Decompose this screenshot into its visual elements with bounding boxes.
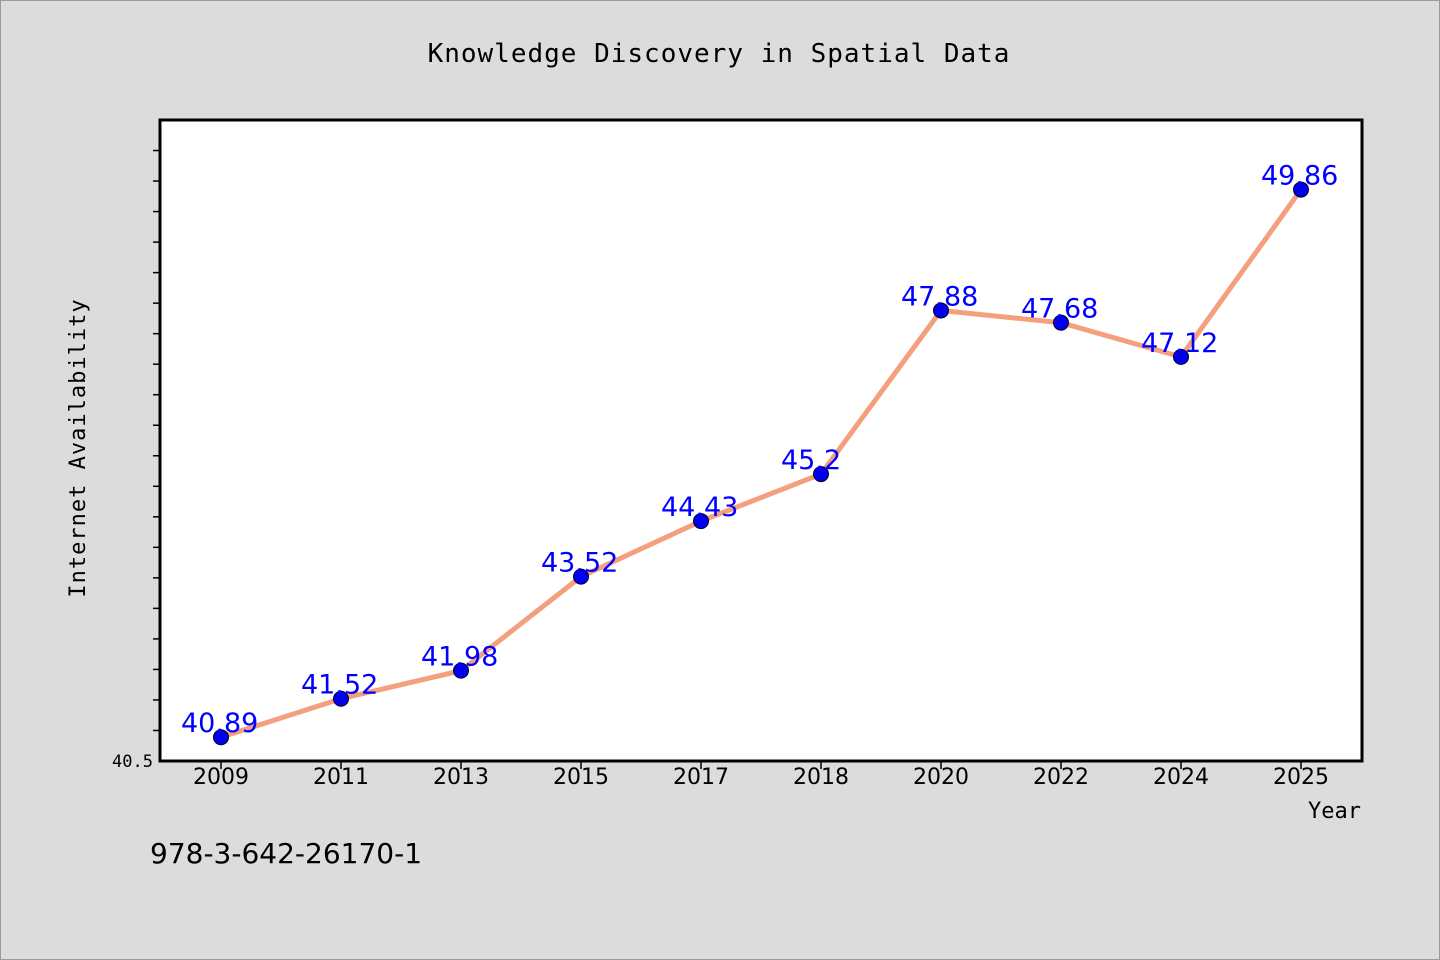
x-tick-label: 2022 (1033, 765, 1089, 790)
data-label: 43.52 (541, 548, 618, 579)
data-label: 45.2 (781, 445, 841, 476)
data-point (1053, 314, 1069, 331)
x-tick-label: 2011 (313, 765, 369, 790)
plot-area (158, 118, 1364, 763)
data-point (453, 662, 469, 679)
chart-title: Knowledge Discovery in Spatial Data (428, 39, 1011, 69)
data-point (213, 729, 229, 746)
y-axis-label: Internet Availability (66, 298, 91, 597)
y-tick-label: 40.5 (112, 752, 153, 772)
x-tick-label: 2025 (1273, 765, 1329, 790)
x-tick-label: 2013 (433, 765, 489, 790)
y-axis-ticks (153, 149, 160, 732)
data-point (1173, 348, 1189, 365)
data-point (933, 302, 949, 319)
data-label: 47.68 (1021, 294, 1098, 325)
data-label: 47.88 (901, 281, 978, 312)
data-label: 41.52 (301, 670, 378, 701)
series-line (218, 187, 1304, 740)
data-point (1293, 181, 1309, 198)
data-label: 41.98 (421, 642, 498, 673)
series-line-group (218, 187, 1304, 740)
data-point (693, 513, 709, 530)
footer-isbn: 978-3-642-26170-1 (150, 837, 422, 870)
x-tick-label: 2009 (193, 765, 249, 790)
data-label: 44.43 (661, 492, 738, 523)
x-axis-ticks (220, 761, 1302, 769)
data-point (813, 466, 829, 483)
series-markers (213, 181, 1309, 746)
data-label: 49.86 (1261, 161, 1338, 192)
data-point (573, 568, 589, 585)
x-tick-label: 2018 (793, 765, 849, 790)
x-tick-label: 2015 (553, 765, 609, 790)
x-axis-tick-labels: 2009 2011 2013 2015 2017 2018 2020 2022 2024 2025 (193, 765, 1329, 790)
x-tick-label: 2024 (1153, 765, 1209, 790)
x-tick-label: 2020 (913, 765, 969, 790)
x-axis-label: Year (1308, 799, 1361, 824)
x-tick-label: 2017 (673, 765, 729, 790)
data-point (333, 690, 349, 707)
data-label: 40.89 (181, 708, 258, 739)
data-labels: 40.89 41.52 41.98 43.52 44.43 45.2 47.88 47.68 4… (181, 161, 1338, 740)
data-label: 47.12 (1141, 328, 1218, 359)
